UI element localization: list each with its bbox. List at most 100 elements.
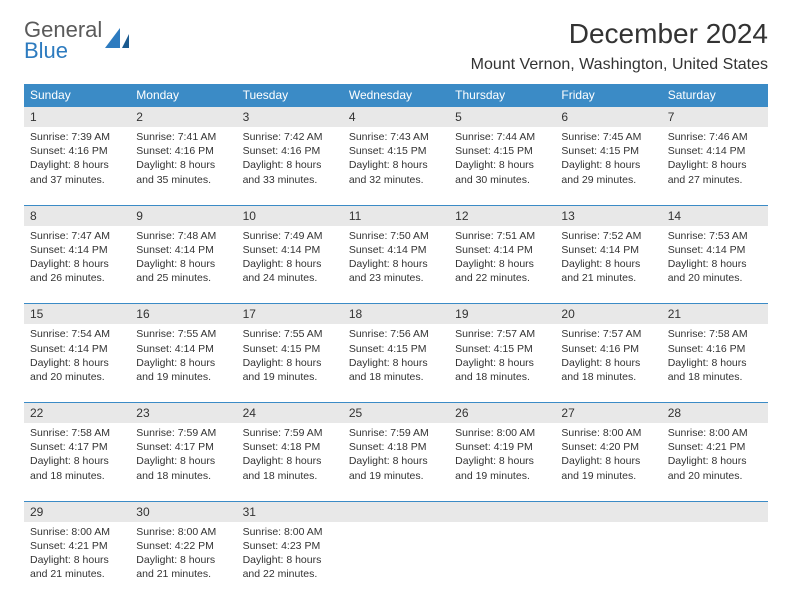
sunrise-text: Sunrise: 7:50 AM [349, 229, 443, 243]
sunrise-text: Sunrise: 7:47 AM [30, 229, 124, 243]
daylight-text: Daylight: 8 hours and 18 minutes. [30, 454, 124, 482]
day-body: Sunrise: 7:44 AMSunset: 4:15 PMDaylight:… [449, 127, 555, 197]
sunset-text: Sunset: 4:16 PM [30, 144, 124, 158]
daylight-text: Daylight: 8 hours and 24 minutes. [243, 257, 337, 285]
sunset-text: Sunset: 4:14 PM [561, 243, 655, 257]
header: General Blue December 2024 Mount Vernon,… [24, 18, 768, 74]
day-body: Sunrise: 7:55 AMSunset: 4:14 PMDaylight:… [130, 324, 236, 394]
day-body: Sunrise: 7:58 AMSunset: 4:16 PMDaylight:… [662, 324, 768, 394]
weekday-header: Monday [130, 84, 236, 106]
day-body [343, 522, 449, 592]
daylight-text: Daylight: 8 hours and 23 minutes. [349, 257, 443, 285]
day-number: 8 [24, 206, 130, 226]
day-body: Sunrise: 8:00 AMSunset: 4:21 PMDaylight:… [662, 423, 768, 493]
sunset-text: Sunset: 4:20 PM [561, 440, 655, 454]
sunset-text: Sunset: 4:17 PM [30, 440, 124, 454]
sunset-text: Sunset: 4:14 PM [349, 243, 443, 257]
day-number: 30 [130, 502, 236, 522]
week-daynum-row: 15161718192021 [24, 303, 768, 324]
sunrise-text: Sunrise: 7:52 AM [561, 229, 655, 243]
sunset-text: Sunset: 4:21 PM [30, 539, 124, 553]
sunset-text: Sunset: 4:14 PM [668, 243, 762, 257]
day-number: 13 [555, 206, 661, 226]
day-body: Sunrise: 7:42 AMSunset: 4:16 PMDaylight:… [237, 127, 343, 197]
sunset-text: Sunset: 4:15 PM [349, 342, 443, 356]
sunrise-text: Sunrise: 7:51 AM [455, 229, 549, 243]
day-number: 24 [237, 403, 343, 423]
sunrise-text: Sunrise: 7:56 AM [349, 327, 443, 341]
day-body: Sunrise: 7:59 AMSunset: 4:17 PMDaylight:… [130, 423, 236, 493]
day-body [555, 522, 661, 592]
daylight-text: Daylight: 8 hours and 18 minutes. [349, 356, 443, 384]
day-body: Sunrise: 7:43 AMSunset: 4:15 PMDaylight:… [343, 127, 449, 197]
day-body: Sunrise: 8:00 AMSunset: 4:21 PMDaylight:… [24, 522, 130, 592]
day-number [449, 502, 555, 522]
day-body: Sunrise: 7:51 AMSunset: 4:14 PMDaylight:… [449, 226, 555, 296]
sunrise-text: Sunrise: 7:39 AM [30, 130, 124, 144]
sunset-text: Sunset: 4:23 PM [243, 539, 337, 553]
sunset-text: Sunset: 4:14 PM [136, 243, 230, 257]
day-number: 16 [130, 304, 236, 324]
day-number [662, 502, 768, 522]
sunset-text: Sunset: 4:16 PM [136, 144, 230, 158]
week-daynum-row: 293031 [24, 501, 768, 522]
day-body: Sunrise: 7:53 AMSunset: 4:14 PMDaylight:… [662, 226, 768, 296]
day-number [555, 502, 661, 522]
logo-text: General Blue [24, 18, 102, 62]
daylight-text: Daylight: 8 hours and 18 minutes. [455, 356, 549, 384]
day-body: Sunrise: 7:58 AMSunset: 4:17 PMDaylight:… [24, 423, 130, 493]
day-body [662, 522, 768, 592]
sunrise-text: Sunrise: 7:44 AM [455, 130, 549, 144]
sunrise-text: Sunrise: 7:57 AM [455, 327, 549, 341]
week-body-row: Sunrise: 7:47 AMSunset: 4:14 PMDaylight:… [24, 226, 768, 296]
daylight-text: Daylight: 8 hours and 29 minutes. [561, 158, 655, 186]
day-number: 26 [449, 403, 555, 423]
sunrise-text: Sunrise: 7:55 AM [243, 327, 337, 341]
daylight-text: Daylight: 8 hours and 20 minutes. [668, 257, 762, 285]
day-body: Sunrise: 7:50 AMSunset: 4:14 PMDaylight:… [343, 226, 449, 296]
day-number: 4 [343, 107, 449, 127]
daylight-text: Daylight: 8 hours and 21 minutes. [136, 553, 230, 581]
day-number: 6 [555, 107, 661, 127]
week-daynum-row: 891011121314 [24, 205, 768, 226]
week-gap [24, 295, 768, 303]
weekday-header: Wednesday [343, 84, 449, 106]
sunset-text: Sunset: 4:14 PM [668, 144, 762, 158]
day-body: Sunrise: 7:49 AMSunset: 4:14 PMDaylight:… [237, 226, 343, 296]
daylight-text: Daylight: 8 hours and 30 minutes. [455, 158, 549, 186]
day-number: 2 [130, 107, 236, 127]
day-body: Sunrise: 7:39 AMSunset: 4:16 PMDaylight:… [24, 127, 130, 197]
daylight-text: Daylight: 8 hours and 22 minutes. [243, 553, 337, 581]
daylight-text: Daylight: 8 hours and 37 minutes. [30, 158, 124, 186]
sunrise-text: Sunrise: 7:49 AM [243, 229, 337, 243]
sunrise-text: Sunrise: 7:41 AM [136, 130, 230, 144]
weekday-header: Saturday [662, 84, 768, 106]
daylight-text: Daylight: 8 hours and 25 minutes. [136, 257, 230, 285]
day-number: 20 [555, 304, 661, 324]
day-number [343, 502, 449, 522]
sunrise-text: Sunrise: 7:54 AM [30, 327, 124, 341]
day-number: 22 [24, 403, 130, 423]
day-body: Sunrise: 7:52 AMSunset: 4:14 PMDaylight:… [555, 226, 661, 296]
week-daynum-row: 22232425262728 [24, 402, 768, 423]
day-number: 31 [237, 502, 343, 522]
daylight-text: Daylight: 8 hours and 19 minutes. [561, 454, 655, 482]
sunrise-text: Sunrise: 8:00 AM [136, 525, 230, 539]
weekday-header: Thursday [449, 84, 555, 106]
day-body: Sunrise: 8:00 AMSunset: 4:23 PMDaylight:… [237, 522, 343, 592]
sunset-text: Sunset: 4:17 PM [136, 440, 230, 454]
day-body [449, 522, 555, 592]
weekday-header: Tuesday [237, 84, 343, 106]
sunrise-text: Sunrise: 7:59 AM [136, 426, 230, 440]
day-body: Sunrise: 7:56 AMSunset: 4:15 PMDaylight:… [343, 324, 449, 394]
sunset-text: Sunset: 4:15 PM [455, 144, 549, 158]
day-number: 29 [24, 502, 130, 522]
sunset-text: Sunset: 4:14 PM [455, 243, 549, 257]
sunset-text: Sunset: 4:15 PM [349, 144, 443, 158]
day-number: 27 [555, 403, 661, 423]
sunrise-text: Sunrise: 7:53 AM [668, 229, 762, 243]
sunrise-text: Sunrise: 7:48 AM [136, 229, 230, 243]
month-title: December 2024 [471, 18, 768, 50]
sunset-text: Sunset: 4:14 PM [30, 342, 124, 356]
week-body-row: Sunrise: 7:54 AMSunset: 4:14 PM Daylight:… [24, 324, 768, 394]
